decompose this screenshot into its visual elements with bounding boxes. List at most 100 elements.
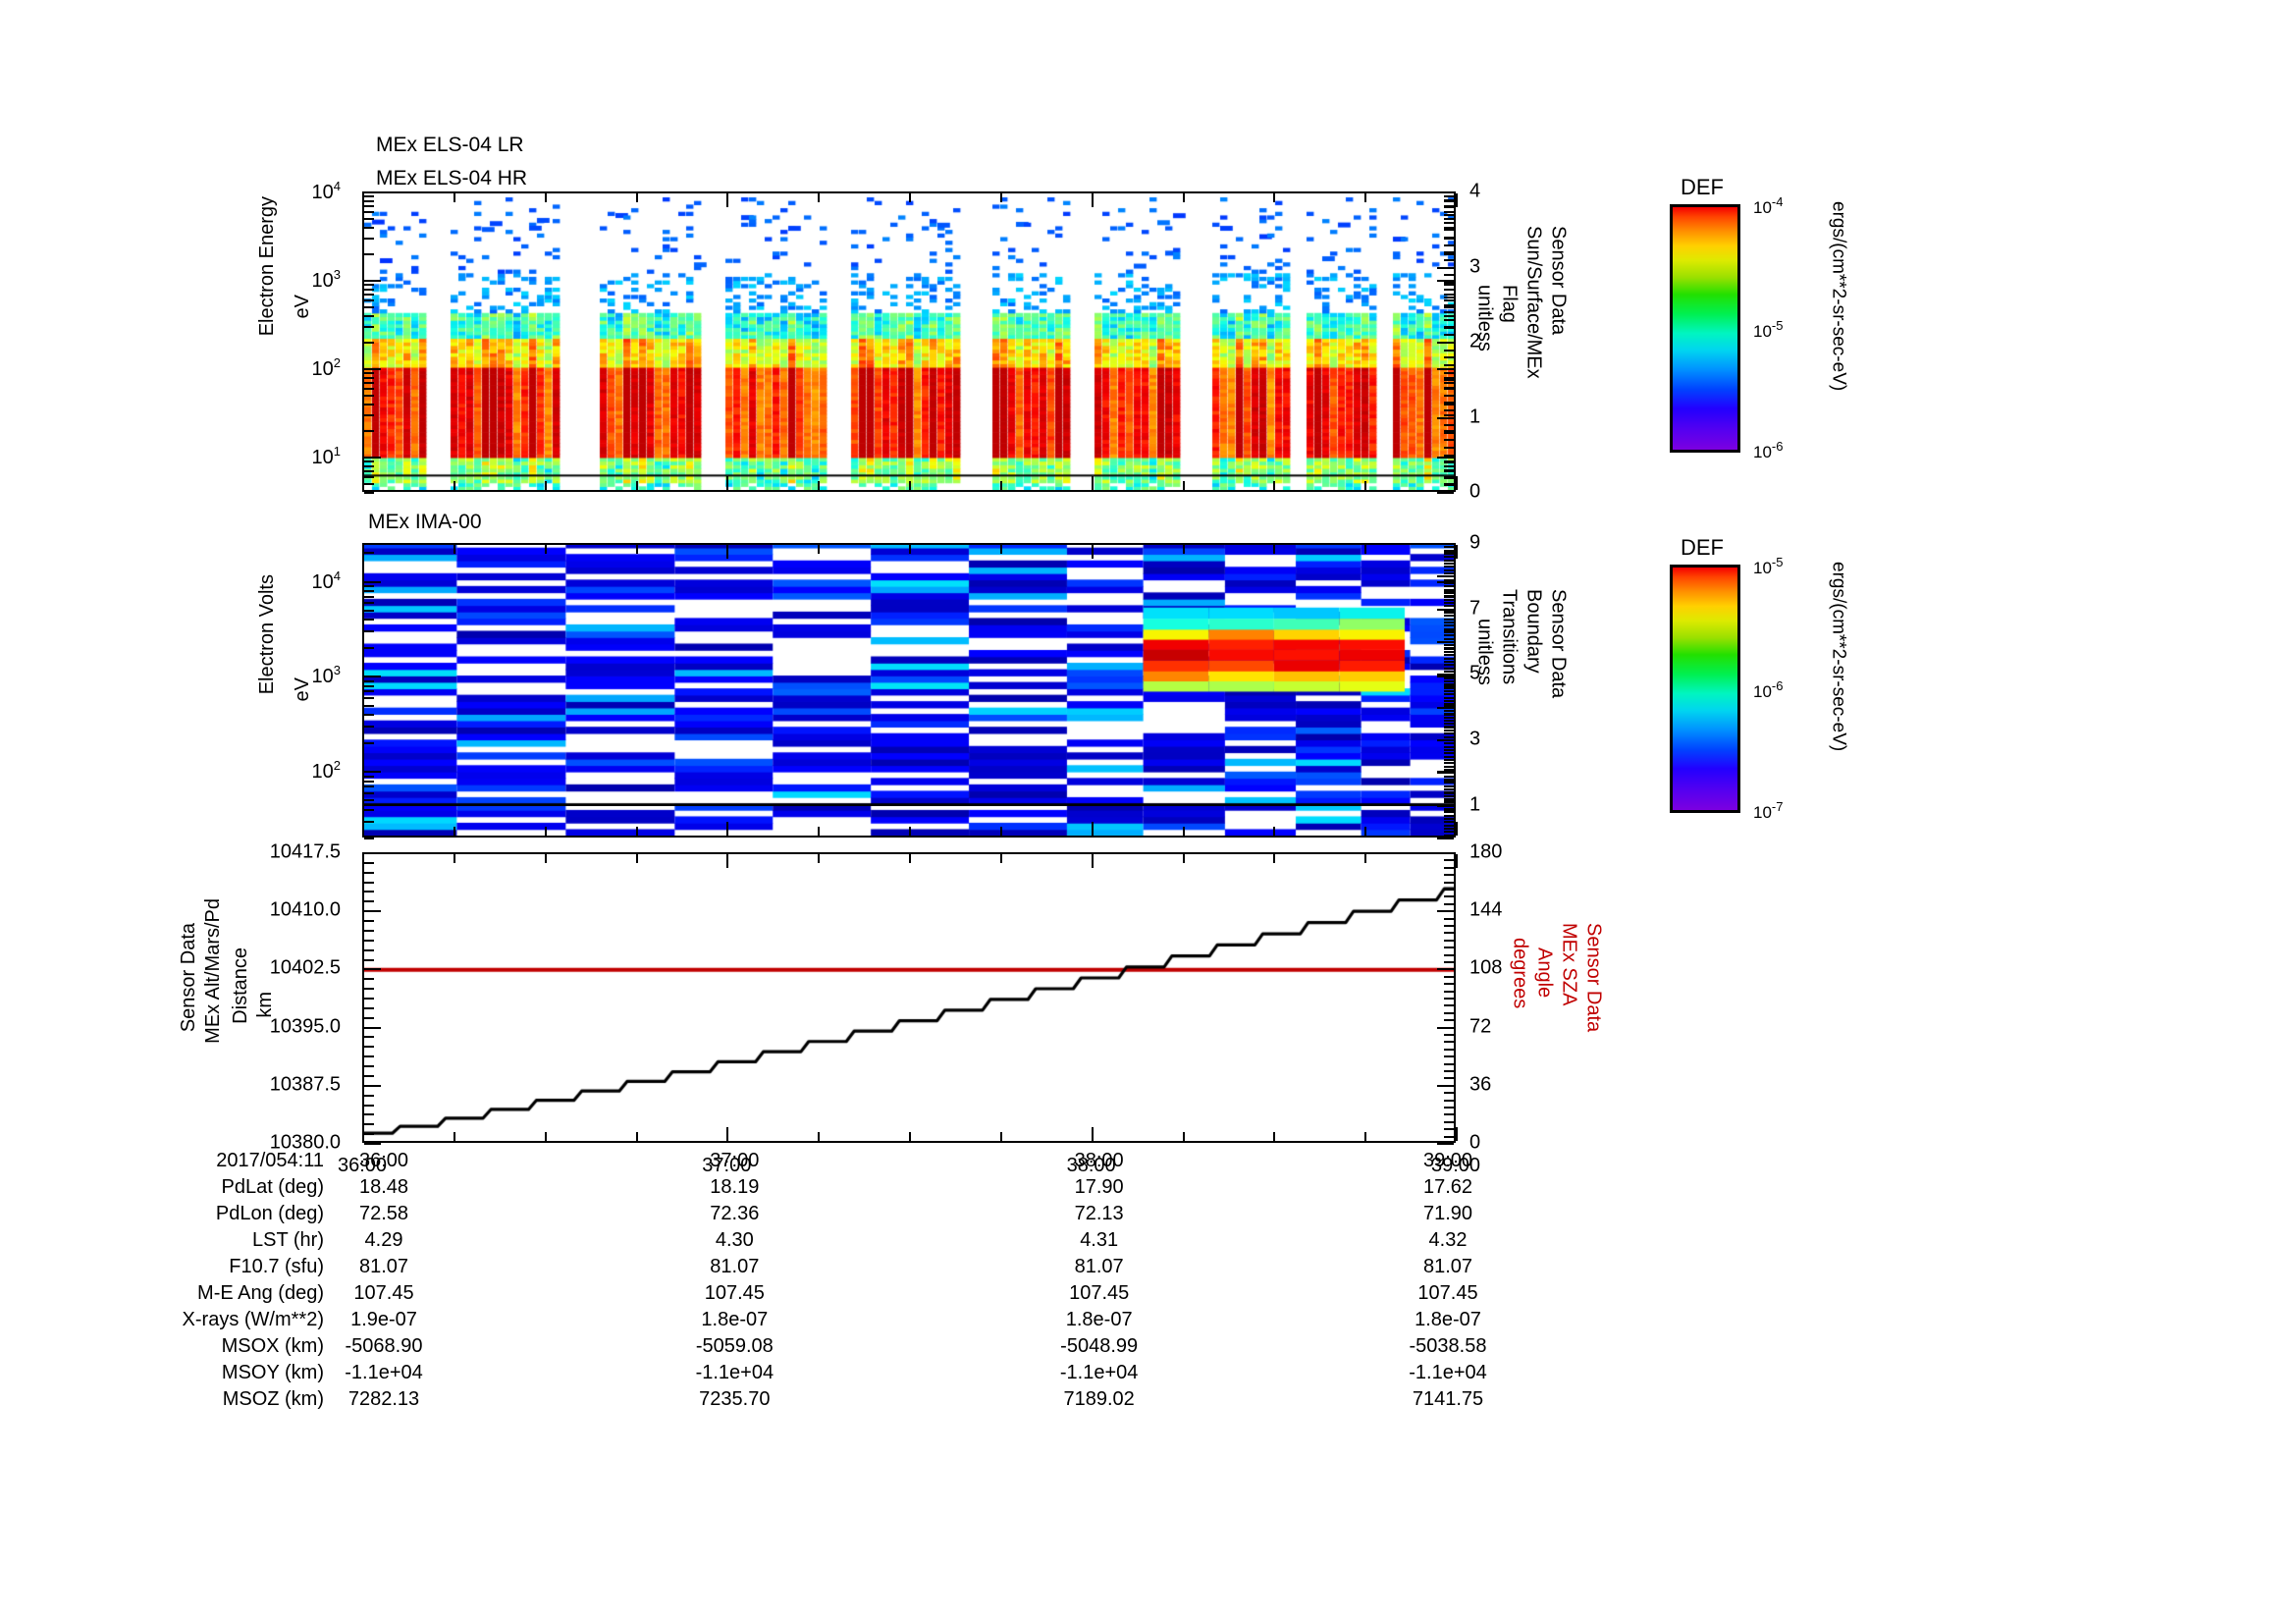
tick-mark xyxy=(1444,654,1454,657)
tick-mark xyxy=(1444,651,1454,653)
tick-mark xyxy=(364,368,381,371)
tick-mark xyxy=(1444,306,1454,309)
tick-mark xyxy=(1444,889,1454,891)
tick-mark xyxy=(1444,755,1454,758)
panel2-right-ytick-9: 9 xyxy=(1469,531,1481,554)
tick-mark xyxy=(1444,784,1454,787)
tick-mark xyxy=(818,481,821,490)
tick-mark xyxy=(364,191,381,193)
tick-mark xyxy=(1444,199,1454,202)
table-cell: 107.45 xyxy=(704,1282,765,1304)
tick-mark xyxy=(1437,266,1454,269)
tick-mark xyxy=(1444,284,1454,287)
tick-mark xyxy=(364,861,374,864)
tick-mark xyxy=(364,1084,381,1087)
tick-mark xyxy=(1444,821,1454,824)
table-cell: 107.45 xyxy=(1069,1282,1130,1304)
tick-mark xyxy=(1444,1092,1454,1095)
tick-mark xyxy=(1444,612,1454,614)
table-row: M-E Ang (deg) 107.45 107.45 107.45 107.45 xyxy=(0,1282,2296,1309)
tick-mark xyxy=(1444,258,1454,261)
tick-mark xyxy=(1444,213,1454,216)
tick-mark xyxy=(364,1133,374,1136)
tick-mark xyxy=(1444,730,1454,731)
panel3-right-axis-unit: degrees xyxy=(1509,938,1531,1009)
tick-mark xyxy=(1273,481,1276,490)
colorbar1-units: ergs/(cm**2-sr-sec-eV) xyxy=(1828,201,1849,392)
tick-mark xyxy=(1437,1084,1454,1087)
colorbar1-title: DEF xyxy=(1681,175,1724,199)
table-row: LST (hr) 4.29 4.30 4.31 4.32 xyxy=(0,1229,2296,1256)
table-cell: -5038.58 xyxy=(1409,1335,1487,1357)
tick-mark xyxy=(364,584,374,587)
tick-mark xyxy=(1444,598,1454,601)
tick-mark xyxy=(1444,788,1454,790)
ima-spectrogram-panel[interactable] xyxy=(362,543,1456,838)
tick-mark xyxy=(1444,602,1454,604)
tick-mark xyxy=(364,483,374,486)
table-cell: 7235.70 xyxy=(699,1388,771,1410)
tick-mark xyxy=(1444,198,1454,201)
table-cell: 7189.02 xyxy=(1063,1388,1135,1410)
tick-mark xyxy=(1437,641,1454,643)
tick-mark xyxy=(364,342,374,344)
tick-mark xyxy=(1444,1070,1454,1072)
panel1-left-axis-label: Electron Energy xyxy=(256,196,278,337)
tick-mark xyxy=(1444,386,1454,389)
panel1-title-lr: MEx ELS-04 LR xyxy=(376,134,524,156)
tick-mark xyxy=(1444,1120,1454,1123)
panel3-right-axis-label3: Angle xyxy=(1533,947,1556,999)
table-cell: 4.31 xyxy=(1080,1229,1119,1251)
tick-mark xyxy=(364,968,381,971)
tick-mark xyxy=(1437,968,1454,971)
tick-mark xyxy=(1444,379,1454,382)
tick-mark xyxy=(1444,297,1454,299)
table-cell: 81.07 xyxy=(710,1256,760,1277)
tick-mark xyxy=(1444,828,1454,830)
tick-mark xyxy=(364,210,374,213)
tick-mark xyxy=(453,827,455,836)
tick-mark xyxy=(999,1132,1002,1141)
tick-mark xyxy=(1444,866,1454,869)
tick-mark xyxy=(1444,461,1454,464)
tick-mark xyxy=(364,284,374,287)
panel3-ytick-10410-0: 10410.0 xyxy=(269,898,341,921)
tick-mark xyxy=(364,226,374,229)
tick-mark xyxy=(1444,657,1454,660)
tick-mark xyxy=(364,929,374,932)
tick-mark xyxy=(364,199,374,202)
tick-mark xyxy=(364,939,374,942)
tick-mark xyxy=(1444,334,1454,337)
tick-mark xyxy=(1444,686,1454,689)
tick-mark xyxy=(1437,852,1454,854)
tick-mark xyxy=(364,808,374,811)
tick-mark xyxy=(1091,854,1094,868)
tick-mark xyxy=(1444,680,1454,682)
tick-mark xyxy=(1444,363,1454,366)
table-cell: 1.9e-07 xyxy=(350,1309,417,1330)
tick-mark xyxy=(1182,545,1185,554)
tick-mark xyxy=(1444,742,1454,745)
colorbar2-tick-mid: 10-6 xyxy=(1753,678,1784,701)
tick-mark xyxy=(364,726,374,729)
tick-mark xyxy=(364,1006,374,1009)
table-cell: -5059.08 xyxy=(695,1335,774,1357)
tick-mark xyxy=(364,218,374,221)
tick-mark xyxy=(909,193,911,202)
tick-mark xyxy=(364,464,374,467)
tick-mark xyxy=(909,481,911,490)
table-cell: 71.90 xyxy=(1422,1203,1473,1224)
tick-mark xyxy=(1444,647,1454,650)
tick-mark xyxy=(1444,799,1454,802)
panel1-ytick-3: 103 xyxy=(311,267,341,292)
tick-mark xyxy=(364,775,374,778)
tick-mark xyxy=(453,1132,455,1141)
table-cell: 7141.75 xyxy=(1412,1388,1484,1410)
tick-mark xyxy=(1444,605,1454,608)
tick-mark xyxy=(1444,791,1454,794)
els-spectrogram-panel[interactable] xyxy=(362,191,1456,492)
table-cell: 1.8e-07 xyxy=(1065,1309,1133,1330)
altitude-sza-panel[interactable] xyxy=(362,852,1456,1143)
colorbar1-tick-top: 10-4 xyxy=(1753,194,1784,217)
tick-mark xyxy=(1444,953,1454,956)
